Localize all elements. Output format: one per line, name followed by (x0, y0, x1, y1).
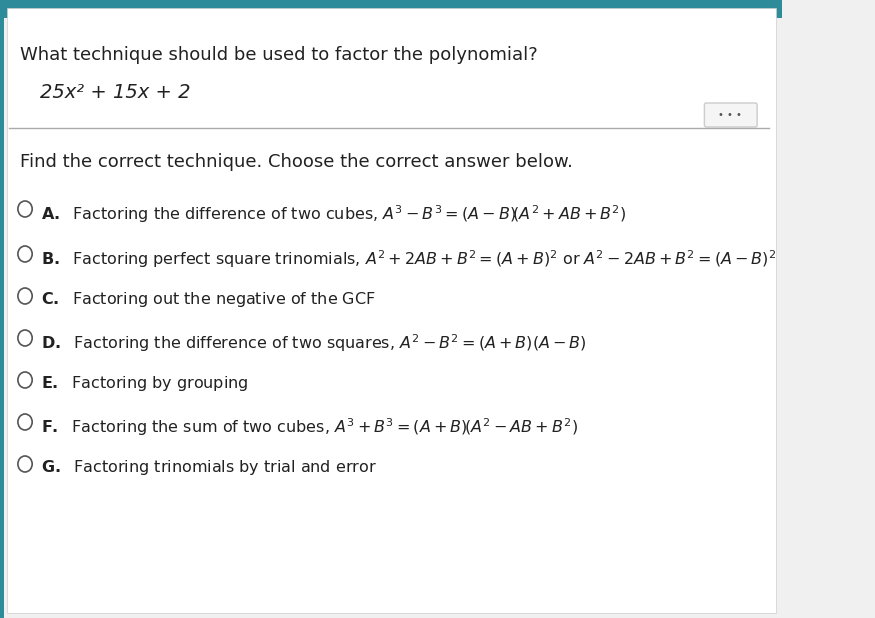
Text: $\mathbf{G.}$  Factoring trinomials by trial and error: $\mathbf{G.}$ Factoring trinomials by tr… (41, 458, 377, 477)
Text: $\mathbf{B.}$  Factoring perfect square trinomials, $A^2 + 2AB + B^2 = (A+B)^2$ : $\mathbf{B.}$ Factoring perfect square t… (41, 248, 776, 269)
Text: Find the correct technique. Choose the correct answer below.: Find the correct technique. Choose the c… (19, 153, 572, 171)
Text: $\mathbf{E.}$  Factoring by grouping: $\mathbf{E.}$ Factoring by grouping (41, 374, 248, 393)
Text: $\mathbf{D.}$  Factoring the difference of two squares, $A^2 - B^2 = (A+B)(A-B)$: $\mathbf{D.}$ Factoring the difference o… (41, 332, 587, 353)
Text: $\mathbf{A.}$  Factoring the difference of two cubes, $A^3 - B^3 = (A - B)\!\lef: $\mathbf{A.}$ Factoring the difference o… (41, 203, 626, 225)
FancyBboxPatch shape (0, 0, 782, 18)
Text: 25x² + 15x + 2: 25x² + 15x + 2 (40, 83, 191, 102)
FancyBboxPatch shape (7, 8, 776, 613)
FancyBboxPatch shape (0, 0, 4, 618)
Text: $\mathbf{C.}$  Factoring out the negative of the GCF: $\mathbf{C.}$ Factoring out the negative… (41, 290, 376, 309)
Text: What technique should be used to factor the polynomial?: What technique should be used to factor … (19, 46, 537, 64)
Text: • • •: • • • (718, 110, 742, 120)
Text: $\mathbf{F.}$  Factoring the sum of two cubes, $A^3 + B^3 = (A+B)\!\left(A^2 - A: $\mathbf{F.}$ Factoring the sum of two c… (41, 416, 578, 438)
FancyBboxPatch shape (704, 103, 757, 127)
